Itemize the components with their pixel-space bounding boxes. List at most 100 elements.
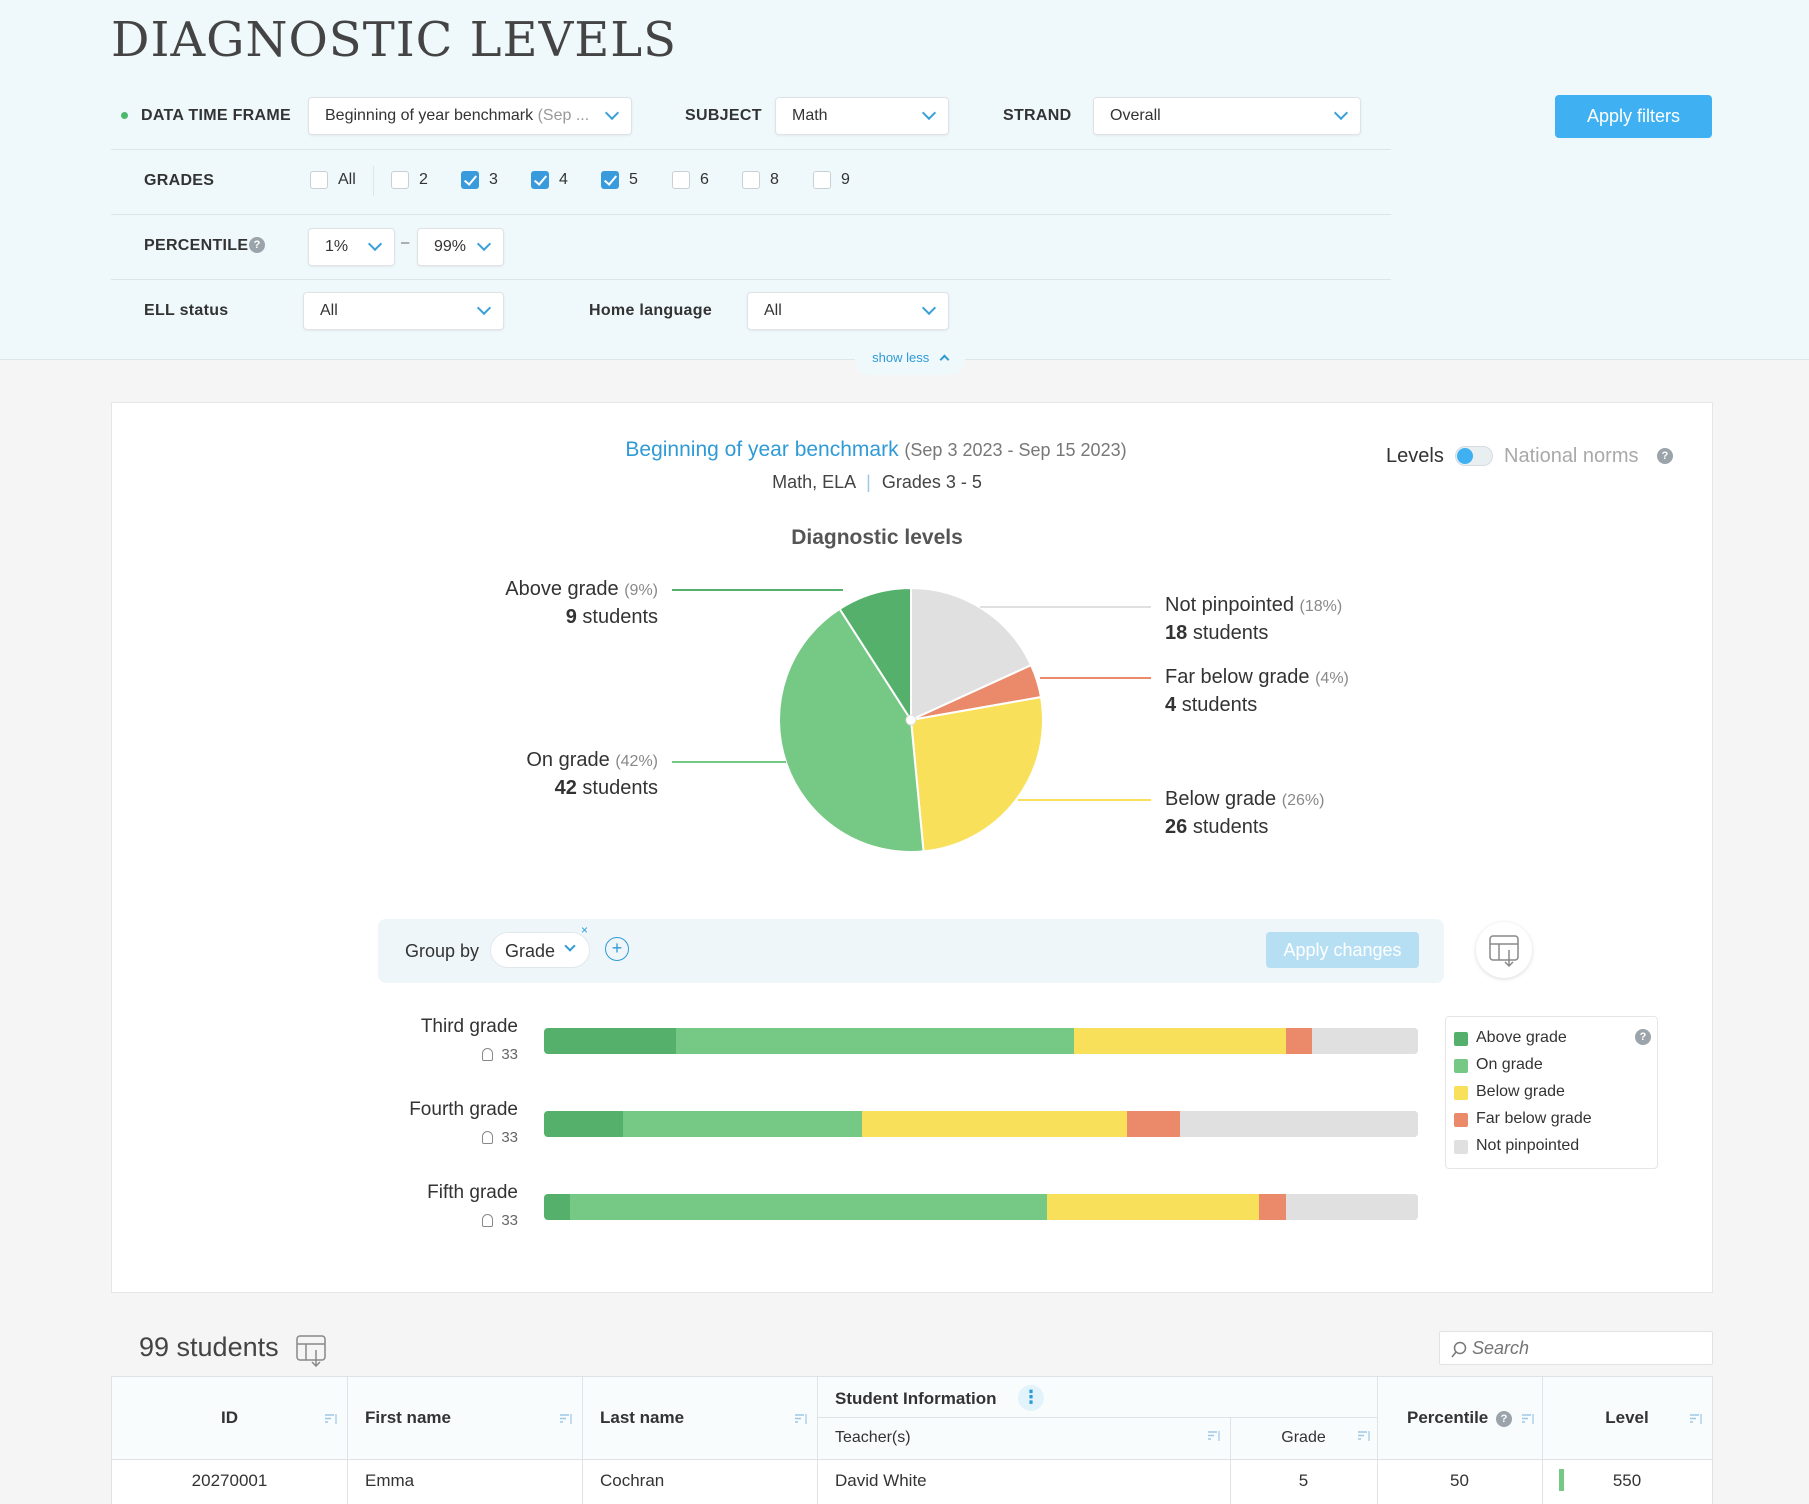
- pie-slice-on-grade[interactable]: [778, 607, 925, 853]
- column-header-last-name[interactable]: Last name: [600, 1408, 685, 1427]
- required-dot-icon: [121, 112, 128, 119]
- grade-checkbox-label[interactable]: All: [338, 171, 356, 188]
- percentile-min-select[interactable]: 1%: [308, 228, 395, 266]
- bar-segment-on-grade[interactable]: [570, 1194, 1048, 1220]
- grade-checkbox[interactable]: [531, 171, 549, 189]
- grade-checkbox-label[interactable]: 6: [700, 171, 709, 188]
- strand-select[interactable]: Overall: [1093, 97, 1361, 135]
- column-header-teachers[interactable]: Teacher(s): [835, 1429, 911, 1446]
- bar-segment-not-pinpointed[interactable]: [1179, 1111, 1418, 1137]
- column-header-level[interactable]: Level: [1605, 1408, 1649, 1427]
- group-by-select[interactable]: Grade: [490, 932, 590, 968]
- bar-segment-not-pinpointed[interactable]: [1312, 1028, 1418, 1054]
- pie-label-name: Below grade: [1165, 788, 1277, 810]
- grade-checkbox-label[interactable]: 8: [770, 171, 779, 188]
- help-icon[interactable]: ?: [1635, 1029, 1651, 1045]
- pie-label-unit: students: [582, 777, 658, 799]
- bar-segment-far-below-grade[interactable]: [1285, 1028, 1313, 1054]
- bar-segment-far-below-grade[interactable]: [1126, 1111, 1180, 1137]
- grade-checkbox-label[interactable]: 5: [629, 171, 638, 188]
- grade-checkbox[interactable]: [601, 171, 619, 189]
- bar-segment-on-grade[interactable]: [676, 1028, 1074, 1054]
- data-time-frame-select[interactable]: Beginning of year benchmark (Sep ...: [308, 97, 632, 135]
- help-icon[interactable]: ?: [1657, 448, 1673, 464]
- grade-checkbox[interactable]: [391, 171, 409, 189]
- column-header-percentile[interactable]: Percentile: [1407, 1408, 1489, 1427]
- legend-swatch: [1454, 1059, 1468, 1073]
- bar-segment-above-grade[interactable]: [544, 1194, 571, 1220]
- pie-label-name: Far below grade: [1165, 666, 1310, 688]
- bar-track: [544, 1111, 1418, 1137]
- grade-checkbox-label[interactable]: 3: [489, 171, 498, 188]
- divider: [817, 1377, 818, 1504]
- bar-segment-below-grade[interactable]: [1047, 1194, 1260, 1220]
- pie-label-not: Not pinpointed (18%) 18 students: [1165, 592, 1342, 647]
- sort-icon[interactable]: [795, 1411, 807, 1424]
- cell-grade: 5: [1298, 1471, 1309, 1490]
- bar-segment-above-grade[interactable]: [544, 1028, 677, 1054]
- group-by-bar: Group by Grade × + Apply changes: [378, 919, 1444, 983]
- sort-icon[interactable]: [560, 1411, 572, 1424]
- pie-label-unit: students: [582, 606, 658, 628]
- cell-percentile: 50: [1450, 1471, 1469, 1490]
- divider: [1542, 1377, 1543, 1504]
- bar-segment-above-grade[interactable]: [544, 1111, 624, 1137]
- pie-chart-title: Diagnostic levels: [791, 526, 963, 549]
- bar-segment-below-grade[interactable]: [1073, 1028, 1286, 1054]
- data-time-frame-label: DATA TIME FRAME: [141, 107, 291, 124]
- pie-label-pct: (26%): [1281, 792, 1325, 809]
- add-group-icon[interactable]: +: [605, 937, 629, 961]
- column-header-id[interactable]: ID: [221, 1408, 238, 1427]
- show-less-toggle[interactable]: show less: [855, 345, 965, 375]
- grade-checkbox[interactable]: [672, 171, 690, 189]
- subject-select[interactable]: Math: [775, 97, 949, 135]
- column-header-first-name[interactable]: First name: [365, 1408, 451, 1427]
- pie-label-pct: (4%): [1315, 670, 1349, 687]
- sort-icon[interactable]: [1522, 1411, 1534, 1424]
- bar-segment-on-grade[interactable]: [623, 1111, 862, 1137]
- sort-icon[interactable]: [1358, 1428, 1370, 1441]
- pie-label-count: 42: [554, 777, 577, 799]
- bar-segment-not-pinpointed[interactable]: [1285, 1194, 1418, 1220]
- home-language-select[interactable]: All: [747, 292, 949, 330]
- help-icon[interactable]: ?: [1496, 1411, 1512, 1427]
- grade-checkbox[interactable]: [461, 171, 479, 189]
- grade-checkbox-label[interactable]: 4: [559, 171, 568, 188]
- grade-checkbox-label[interactable]: 2: [419, 171, 428, 188]
- bar-segment-far-below-grade[interactable]: [1259, 1194, 1286, 1220]
- sort-icon[interactable]: [1208, 1428, 1220, 1441]
- pie-slice-above-grade[interactable]: [838, 586, 912, 724]
- ell-status-select[interactable]: All: [303, 292, 504, 330]
- sort-icon[interactable]: [325, 1411, 337, 1424]
- pie-label-count: 26: [1165, 816, 1188, 838]
- bar-segment-below-grade[interactable]: [861, 1111, 1127, 1137]
- search-box[interactable]: [1439, 1331, 1713, 1365]
- chart-subheader: Math, ELA | Grades 3 - 5: [111, 472, 1713, 493]
- more-options-icon[interactable]: ⋮: [1018, 1385, 1044, 1411]
- sort-icon[interactable]: [1690, 1411, 1702, 1424]
- percentile-max-select[interactable]: 99%: [417, 228, 504, 266]
- cell-last-name: Cochran: [600, 1471, 665, 1490]
- apply-filters-button[interactable]: Apply filters: [1555, 95, 1712, 138]
- remove-group-icon[interactable]: ×: [581, 923, 589, 937]
- column-header-grade[interactable]: Grade: [1281, 1429, 1326, 1446]
- export-chart-button[interactable]: [1476, 922, 1532, 978]
- grade-checkbox[interactable]: [813, 171, 831, 189]
- levels-norms-toggle[interactable]: [1455, 446, 1493, 466]
- pie-slice-below-grade[interactable]: [909, 695, 1044, 853]
- export-table-icon[interactable]: [295, 1333, 329, 1367]
- grade-checkbox[interactable]: [310, 171, 328, 189]
- apply-changes-button[interactable]: Apply changes: [1266, 932, 1419, 968]
- divider: [582, 1377, 583, 1504]
- grade-checkbox-label[interactable]: 9: [841, 171, 850, 188]
- percentile-max-value: 99%: [434, 238, 467, 255]
- help-icon[interactable]: ?: [249, 237, 265, 253]
- pie-slice-not-pinpointed[interactable]: [910, 586, 1033, 722]
- grade-checkbox[interactable]: [742, 171, 760, 189]
- chart-header: Beginning of year benchmark (Sep 3 2023 …: [111, 438, 1713, 462]
- bar-student-count: 33: [338, 1046, 518, 1063]
- search-input[interactable]: [1472, 1336, 1702, 1360]
- legend-swatch: [1454, 1086, 1468, 1100]
- legend-label: Above grade: [1476, 1029, 1567, 1046]
